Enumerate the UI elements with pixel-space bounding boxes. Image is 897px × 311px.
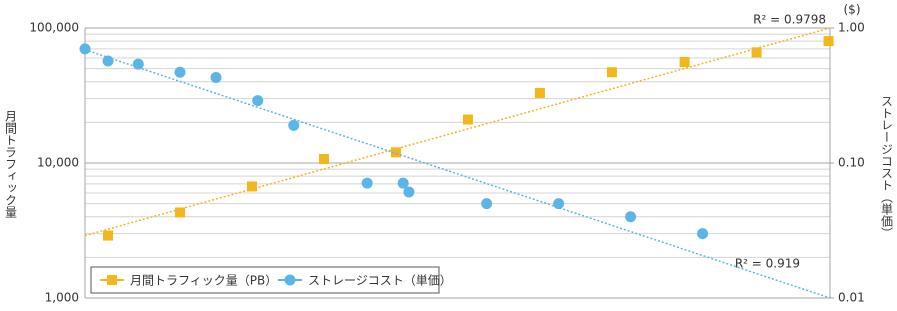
trendline: [84, 49, 831, 299]
legend-marker: [284, 274, 296, 286]
point: [318, 154, 329, 165]
y-tick-label: 100,000: [29, 21, 79, 35]
point: [252, 95, 264, 107]
r-squared: R² = 0.919: [735, 257, 800, 271]
point: [462, 114, 473, 125]
y-axis-label: 月間トラフィック量: [4, 110, 18, 218]
point: [481, 198, 493, 210]
trendline: [84, 27, 831, 237]
point: [103, 230, 114, 241]
y2-tick-label: 0.01: [838, 291, 865, 305]
point: [534, 88, 545, 99]
point: [102, 55, 114, 67]
legend-label: 月間トラフィック量（PB）: [130, 274, 277, 288]
point: [361, 177, 373, 189]
point: [390, 147, 401, 158]
y2-tick-label: 1.00: [838, 21, 865, 35]
point: [751, 47, 762, 58]
y2-tick-label: 0.10: [838, 156, 865, 170]
point: [397, 177, 409, 189]
point: [79, 43, 91, 55]
y-tick-label: 10,000: [37, 156, 79, 170]
point: [697, 228, 709, 240]
legend-marker: [107, 275, 117, 285]
y-tick-label: 1,000: [45, 291, 79, 305]
point: [606, 67, 617, 78]
y2-axis-label: ストレージコスト（単価）: [880, 95, 894, 239]
point: [174, 66, 186, 78]
point: [553, 198, 565, 210]
point: [210, 71, 222, 83]
legend: 月間トラフィック量（PB） ストレージコスト（単価）: [90, 266, 452, 294]
point: [288, 119, 300, 131]
point: [823, 36, 834, 47]
point: [246, 181, 257, 192]
point: [175, 207, 186, 218]
point: [625, 211, 637, 223]
point: [132, 58, 144, 70]
y2-unit: ($): [844, 3, 861, 17]
legend-label: ストレージコスト（単価）: [308, 274, 452, 288]
r-squared: R² = 0.9798: [753, 13, 826, 27]
point: [403, 186, 415, 198]
point: [679, 56, 690, 67]
legend-box: [90, 266, 440, 294]
